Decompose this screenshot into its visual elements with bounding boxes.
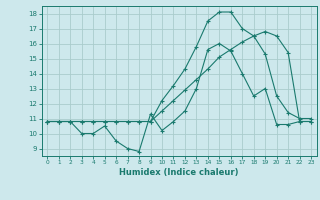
X-axis label: Humidex (Indice chaleur): Humidex (Indice chaleur) <box>119 168 239 177</box>
